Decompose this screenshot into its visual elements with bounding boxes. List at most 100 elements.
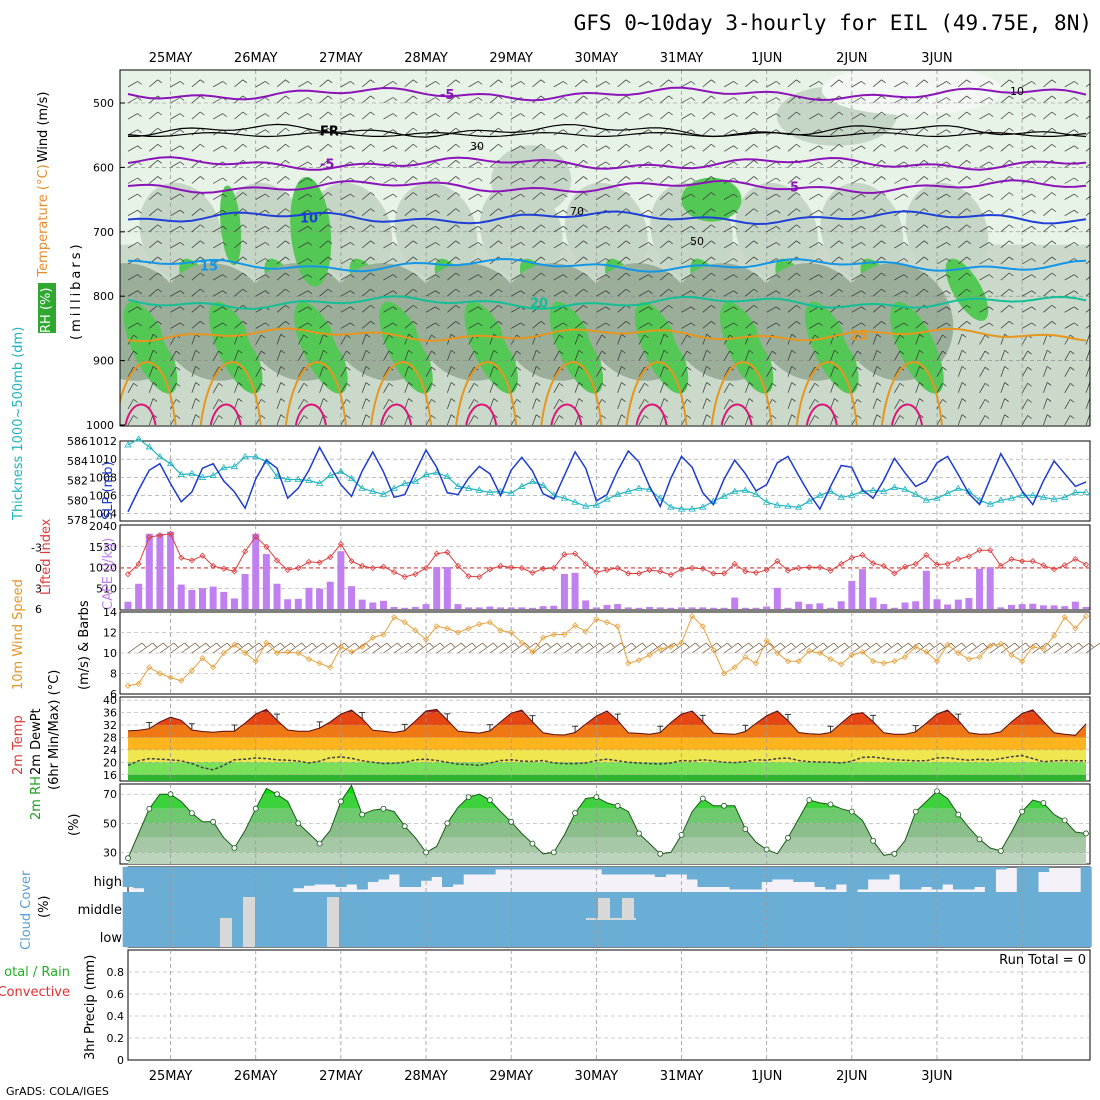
wind-barb <box>702 192 712 200</box>
cloud-high-bar <box>633 867 645 875</box>
wind-barb <box>1000 350 1005 361</box>
wind-barb-flag <box>791 382 796 386</box>
li-point <box>731 560 738 567</box>
wind-barb-flag <box>540 176 546 180</box>
wind-barb-flag <box>876 333 882 338</box>
wind-barb <box>915 79 925 88</box>
date-label-top: 27MAY <box>319 51 363 66</box>
li-point <box>156 532 163 539</box>
wind10m-point <box>412 627 419 634</box>
wind-barb <box>191 398 196 410</box>
wind-barb <box>915 334 920 345</box>
wind10m-point <box>273 649 281 657</box>
wind-barb <box>915 350 920 361</box>
wind-barb <box>1085 131 1090 136</box>
wind10m-barb <box>617 642 632 654</box>
wind-barb <box>298 383 305 393</box>
wind-barb <box>127 415 134 426</box>
thickness-point <box>134 435 143 442</box>
wind10m-barb-flag <box>897 642 903 648</box>
wind10m-barb-flag <box>184 642 189 648</box>
wind-barb <box>404 382 409 393</box>
cloud-middle-bar <box>548 892 560 920</box>
li-point <box>635 570 642 577</box>
wind-barb-flag <box>690 161 696 166</box>
wind-barb <box>149 321 158 329</box>
wind-barb-flag <box>455 321 460 325</box>
wind-barb <box>958 256 967 265</box>
wind-barb-flag <box>946 113 951 117</box>
wind-barb <box>276 382 282 393</box>
wind-barb <box>212 81 223 88</box>
wind-barb <box>574 176 584 184</box>
wind10m-point <box>689 613 696 620</box>
wind10m-barb <box>1043 642 1058 654</box>
wind-barb <box>276 224 286 233</box>
wind-barb-flag <box>601 350 607 355</box>
rh2m-point <box>763 846 770 853</box>
wind-barb <box>1000 192 1010 200</box>
temperature-contour <box>127 327 1087 343</box>
wind-barb-flag <box>137 322 142 327</box>
wind-barb <box>1000 95 1010 104</box>
wind-barb-flag <box>307 177 313 182</box>
li-point <box>359 562 366 570</box>
wind-barb-flag <box>285 304 290 309</box>
li-point <box>1082 561 1090 568</box>
rh2m-point <box>167 791 174 798</box>
wind10m-barb <box>149 642 164 654</box>
wind10m-barb-flag <box>280 642 285 648</box>
thickness-point <box>145 443 153 450</box>
wind10m-barb <box>745 642 760 654</box>
wind-barb-flag <box>498 321 503 325</box>
wind-barb <box>574 79 584 88</box>
cloud-low-bar <box>410 920 422 947</box>
cape-label: CAPE (J/kg) <box>101 538 116 610</box>
wind-barb <box>212 399 219 410</box>
cloud-middle-bar <box>346 892 358 920</box>
wind-barb-flag <box>392 290 398 294</box>
wind10m-point <box>146 664 153 671</box>
temp-band <box>128 762 1086 775</box>
wind-barb-flag <box>540 321 546 325</box>
wind10m-point <box>359 643 366 650</box>
wind-barb <box>894 334 901 345</box>
cape-bar <box>252 533 260 609</box>
wind-barb-flag <box>370 321 375 325</box>
wind-barb <box>447 79 456 88</box>
cloud-middle-bar <box>654 892 666 920</box>
wind-barb-flag <box>818 290 823 294</box>
wind-barb-flag <box>668 321 673 325</box>
li-point <box>795 564 802 572</box>
wind-barb <box>532 272 542 281</box>
wind-barb <box>340 306 351 313</box>
wind-barb <box>468 113 479 120</box>
wind-barb <box>447 382 452 393</box>
cloud-high-bar <box>122 867 134 887</box>
wind-barb-flag <box>881 240 886 245</box>
wind-barb-flag <box>876 349 882 354</box>
wind-barb-flag <box>1009 256 1014 261</box>
wind-barb-flag <box>818 226 823 230</box>
wind-barb-flag <box>711 288 716 293</box>
wind-barb-flag <box>327 272 333 277</box>
wind-barb <box>1021 350 1028 361</box>
wind-barb <box>510 366 518 377</box>
wind-barb-flag <box>881 79 886 84</box>
wind-barb <box>702 382 707 393</box>
wind-barb-flag <box>157 240 162 245</box>
wind-barb <box>276 398 282 410</box>
wind-barb <box>915 321 925 329</box>
precip-tick-label: 0 <box>117 1054 124 1067</box>
date-label-top: 30MAY <box>575 51 619 66</box>
wind-barb <box>766 177 777 184</box>
cloud-middle-bar <box>782 892 794 920</box>
wind-barb-flag <box>350 113 355 117</box>
wind-barb-flag <box>435 290 440 294</box>
wind-barb-flag <box>477 161 483 166</box>
cloud-middle-bar <box>835 892 847 920</box>
wind-barb-flag <box>137 113 142 117</box>
wind10m-barb-flag <box>269 642 274 648</box>
wind-barb <box>787 208 797 216</box>
rh-tick-label: 70 <box>103 788 117 801</box>
